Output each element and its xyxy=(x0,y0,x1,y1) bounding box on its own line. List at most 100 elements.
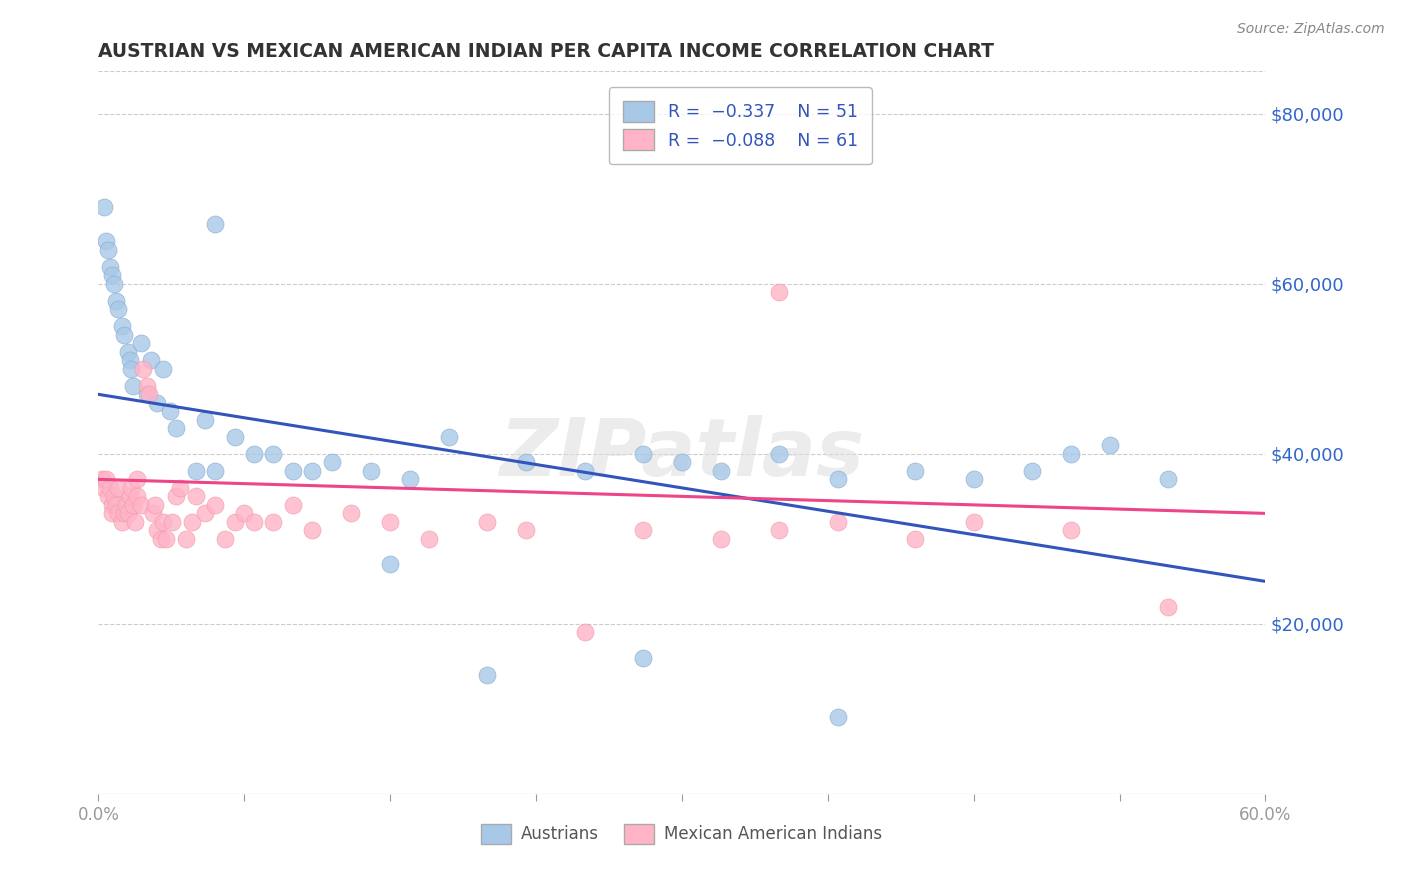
Point xyxy=(112,507,135,521)
Point xyxy=(136,387,159,401)
Point xyxy=(301,524,323,538)
Point xyxy=(97,489,120,503)
Point xyxy=(262,447,284,461)
Point xyxy=(827,710,849,724)
Point xyxy=(96,235,118,249)
Point xyxy=(631,651,654,665)
Point xyxy=(243,515,266,529)
Point xyxy=(117,507,139,521)
Point xyxy=(477,515,499,529)
Point xyxy=(104,498,127,512)
Point xyxy=(184,489,207,503)
Point xyxy=(243,447,266,461)
Point xyxy=(111,515,134,529)
Point xyxy=(121,362,143,376)
Point xyxy=(204,464,226,478)
Point xyxy=(129,336,152,351)
Point xyxy=(174,532,197,546)
Point xyxy=(146,396,169,410)
Point xyxy=(159,404,181,418)
Point xyxy=(380,515,402,529)
Point xyxy=(136,379,159,393)
Point xyxy=(1098,438,1121,452)
Text: AUSTRIAN VS MEXICAN AMERICAN INDIAN PER CAPITA INCOME CORRELATION CHART: AUSTRIAN VS MEXICAN AMERICAN INDIAN PER … xyxy=(98,43,994,62)
Point xyxy=(515,455,537,469)
Point xyxy=(101,507,124,521)
Point xyxy=(281,498,304,512)
Point xyxy=(98,260,121,274)
Point xyxy=(180,515,202,529)
Point xyxy=(224,430,246,444)
Point xyxy=(103,489,125,503)
Point xyxy=(1021,464,1043,478)
Point xyxy=(768,285,790,300)
Point xyxy=(139,353,162,368)
Point xyxy=(96,472,118,486)
Point xyxy=(1060,524,1083,538)
Point xyxy=(107,507,129,521)
Point xyxy=(194,507,217,521)
Point xyxy=(112,327,135,342)
Point xyxy=(321,455,343,469)
Point xyxy=(710,464,733,478)
Point xyxy=(169,481,191,495)
Point xyxy=(262,515,284,529)
Point xyxy=(233,507,256,521)
Point xyxy=(574,625,596,640)
Point xyxy=(380,558,402,572)
Point xyxy=(418,532,440,546)
Point xyxy=(146,524,169,538)
Point xyxy=(124,515,146,529)
Point xyxy=(515,524,537,538)
Point xyxy=(340,507,363,521)
Point xyxy=(904,532,927,546)
Point xyxy=(152,362,174,376)
Point xyxy=(98,481,121,495)
Point xyxy=(143,498,166,512)
Point xyxy=(574,464,596,478)
Point xyxy=(101,268,124,283)
Point xyxy=(301,464,323,478)
Point xyxy=(107,481,129,495)
Point xyxy=(224,515,246,529)
Point xyxy=(204,218,226,232)
Point xyxy=(827,472,849,486)
Point xyxy=(121,481,143,495)
Point xyxy=(152,515,174,529)
Point xyxy=(281,464,304,478)
Point xyxy=(118,353,141,368)
Point xyxy=(631,447,654,461)
Point xyxy=(107,302,129,317)
Point xyxy=(184,464,207,478)
Point xyxy=(155,532,177,546)
Point xyxy=(132,362,155,376)
Point xyxy=(97,243,120,257)
Point xyxy=(138,387,160,401)
Point xyxy=(437,430,460,444)
Point xyxy=(91,472,114,486)
Point xyxy=(1157,599,1180,614)
Point xyxy=(1060,447,1083,461)
Point xyxy=(114,498,136,512)
Point xyxy=(103,277,125,291)
Point xyxy=(962,472,984,486)
Text: ZIPatlas: ZIPatlas xyxy=(499,416,865,493)
Point xyxy=(962,515,984,529)
Point xyxy=(118,489,141,503)
Point xyxy=(1157,472,1180,486)
Point xyxy=(111,319,134,334)
Point xyxy=(117,344,139,359)
Point xyxy=(398,472,420,486)
Point xyxy=(127,472,149,486)
Point xyxy=(127,489,149,503)
Point xyxy=(710,532,733,546)
Point xyxy=(768,524,790,538)
Point xyxy=(162,515,184,529)
Point xyxy=(122,498,145,512)
Text: Source: ZipAtlas.com: Source: ZipAtlas.com xyxy=(1237,22,1385,37)
Point xyxy=(904,464,927,478)
Point xyxy=(149,532,172,546)
Point xyxy=(93,200,115,214)
Point xyxy=(129,498,152,512)
Point xyxy=(122,379,145,393)
